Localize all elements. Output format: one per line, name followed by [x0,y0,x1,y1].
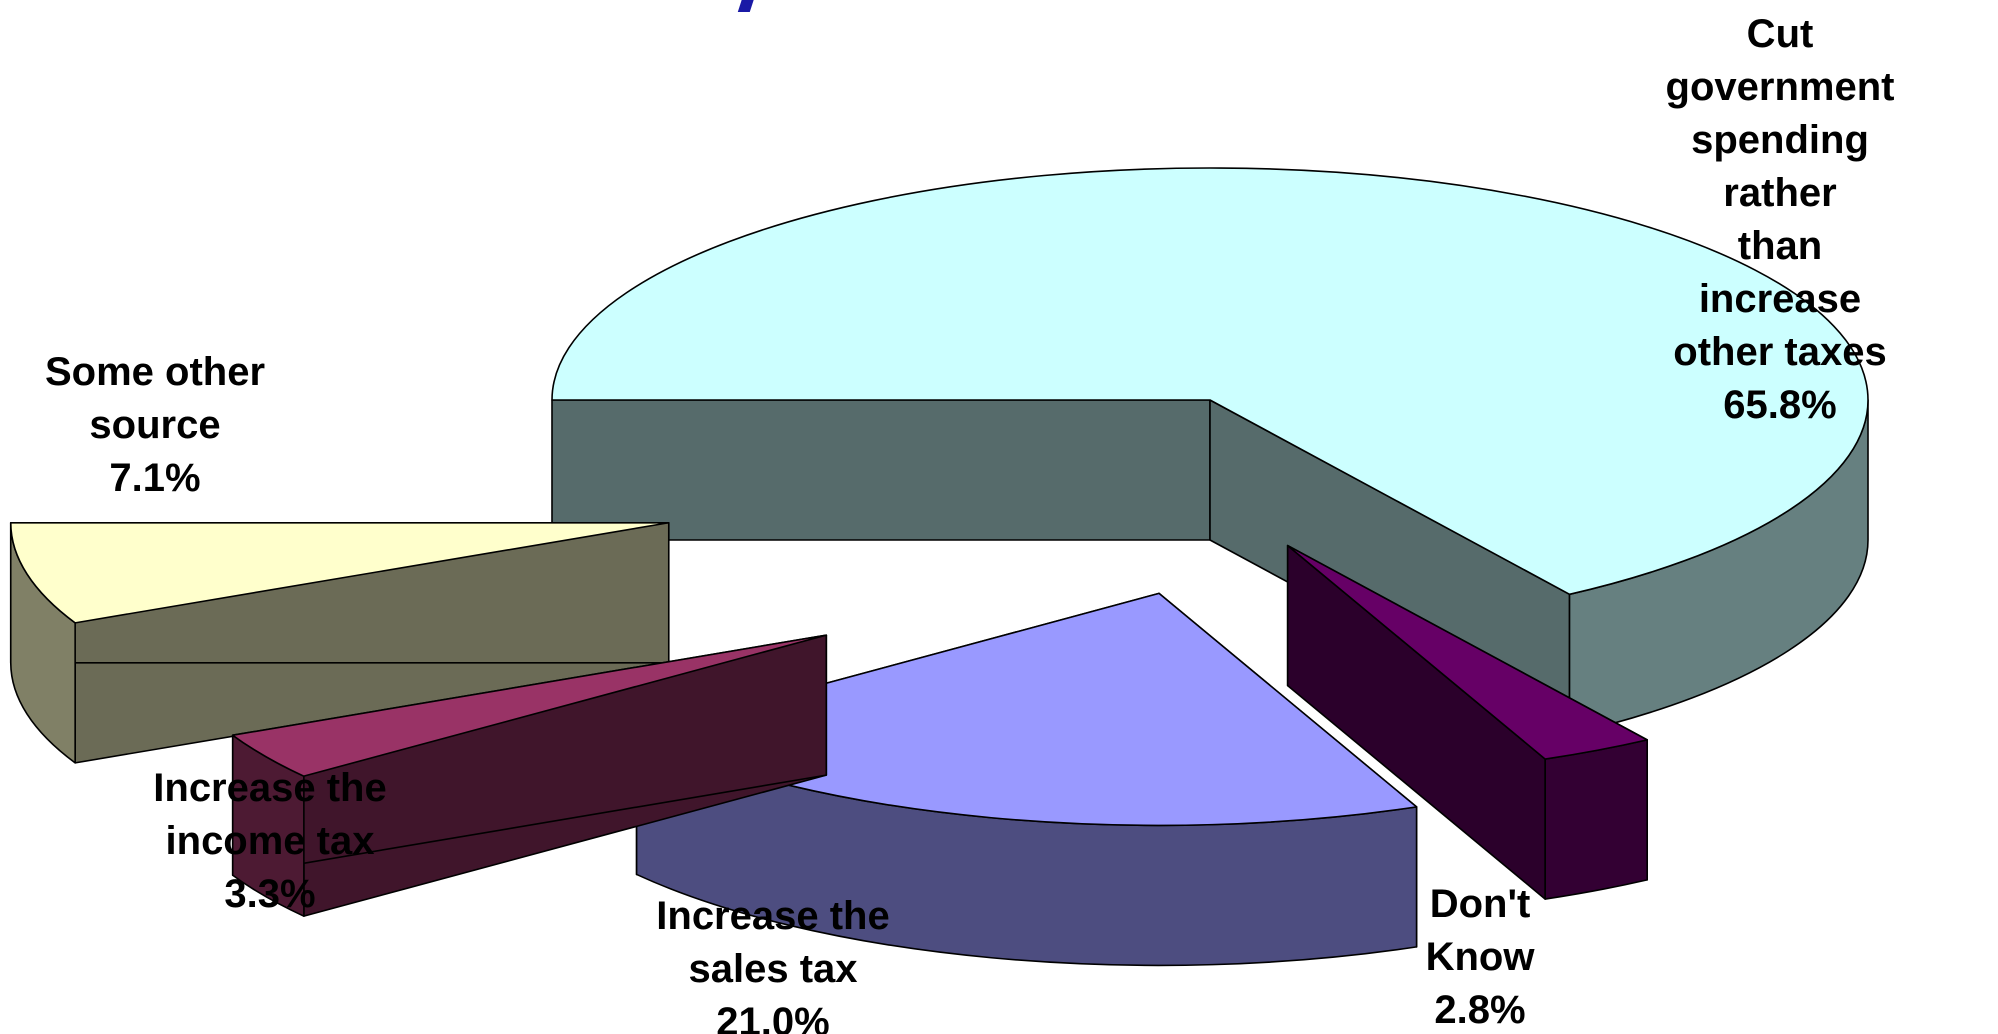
slice-label: Cut government spending rather than incr… [1666,8,1895,432]
slice-label-value: 65.8% [1723,383,1837,427]
slice-label: Increase the income tax 3.3% [153,762,386,921]
slice-label: Some other source 7.1% [45,346,265,505]
slice-label-value: 3.3% [224,872,316,916]
pie-slice [1286,544,1648,900]
slice-label-name: Increase the sales tax [656,894,890,991]
slice-label-value: 7.1% [109,456,201,500]
pie-slice-top [231,634,828,777]
pie-slice-top [551,167,1869,596]
pie-slice-side-wall [551,399,1211,541]
slice-label-value: 2.8% [1434,988,1526,1032]
pie-slice [635,592,1418,967]
slice-label-name: Cut government spending rather than incr… [1665,12,1895,374]
slice-label-value: 21.0% [716,1000,830,1034]
pie-slice-top [9,521,670,624]
slice-label-name: Don't Know [1425,882,1535,979]
slice-label-name: Some other source [44,350,266,447]
pie-slice-rim [1544,739,1648,900]
pie-slice [551,167,1869,736]
pie-slices [9,167,1869,967]
slice-label: Don't Know 2.8% [1426,878,1535,1034]
pie-slice-top [1286,544,1648,760]
slice-label-name: Increase the income tax [153,766,387,863]
pie-slice [231,634,828,917]
slice-label: Increase the sales tax 21.0% [656,890,889,1034]
pie-slice [9,521,670,764]
